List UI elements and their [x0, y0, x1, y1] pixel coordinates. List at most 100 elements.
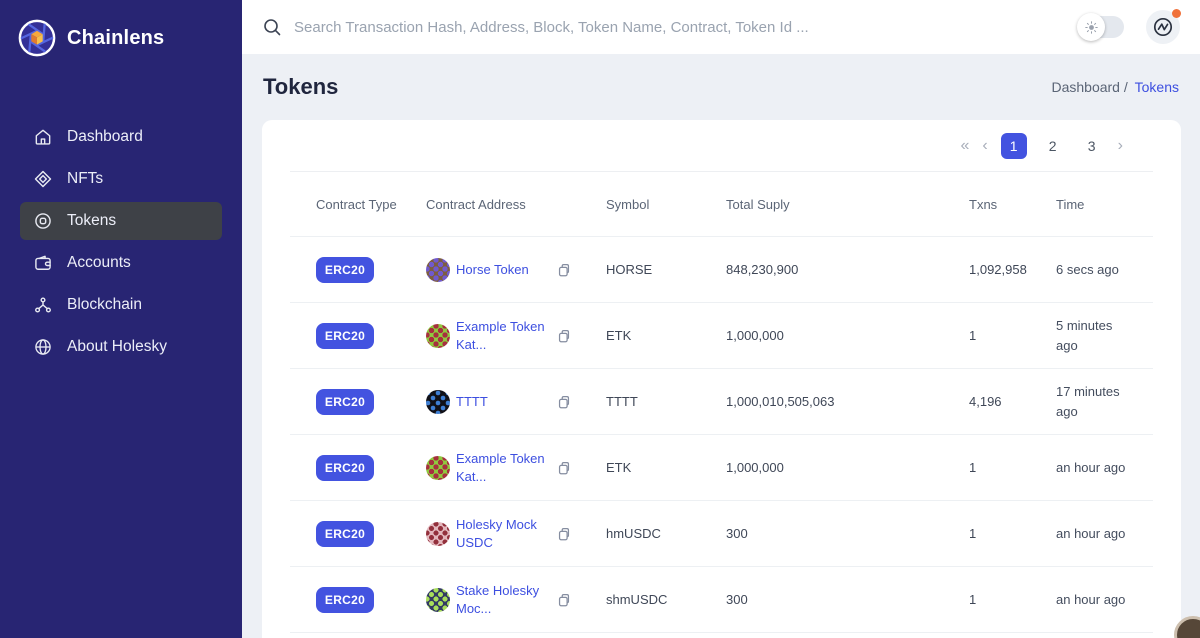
- token-avatar: [426, 587, 450, 612]
- token-avatar: [426, 455, 450, 480]
- token-avatar: [426, 257, 450, 282]
- sidebar: Chainlens Dashboard NFTs: [0, 0, 242, 638]
- token-symbol: ETK: [606, 460, 632, 475]
- token-time: an hour ago: [1056, 525, 1126, 541]
- prev-page-button[interactable]: ‹: [982, 136, 988, 154]
- token-txns: 4,196: [969, 394, 1002, 409]
- network-logo-icon: [1153, 17, 1173, 37]
- token-supply: 300: [726, 592, 748, 607]
- token-name-link[interactable]: TTTT: [456, 393, 488, 409]
- token-name-link[interactable]: Stake Holesky Moc...: [456, 582, 540, 616]
- contract-type-badge: ERC20: [316, 256, 374, 283]
- token-name-link[interactable]: Example Token Kat...: [456, 450, 545, 484]
- sun-icon: [1084, 20, 1098, 34]
- contract-type-badge: ERC20: [316, 520, 374, 547]
- token-supply: 1,000,010,505,063: [726, 394, 835, 409]
- token-time: 6 secs ago: [1056, 261, 1119, 277]
- table-row: ERC20 Stake Holesky Moc... shmUSDC 300 1…: [290, 567, 1153, 633]
- first-page-button[interactable]: «: [960, 136, 970, 154]
- token-avatar: [426, 323, 450, 348]
- token-txns: 1,092,958: [969, 262, 1027, 277]
- col-contract-address: Contract Address: [426, 196, 526, 212]
- sidebar-item-label: About Holesky: [67, 338, 167, 355]
- token-supply: 1,000,000: [726, 328, 784, 343]
- chainlens-logo-icon: [18, 19, 56, 57]
- token-symbol: ETK: [606, 328, 632, 343]
- sidebar-item-label: Blockchain: [67, 296, 142, 313]
- search-icon: [262, 17, 282, 37]
- copy-address-icon[interactable]: [556, 460, 572, 476]
- token-symbol: HORSE: [606, 262, 653, 277]
- notification-dot: [1172, 9, 1181, 18]
- network-menu-button[interactable]: [1146, 9, 1181, 44]
- copy-address-icon[interactable]: [556, 526, 572, 542]
- token-txns: 1: [969, 328, 977, 343]
- token-symbol: shmUSDC: [606, 592, 668, 607]
- sidebar-item-label: Tokens: [67, 212, 117, 229]
- breadcrumb-dashboard[interactable]: Dashboard: [1051, 79, 1120, 95]
- floating-widget-peek[interactable]: [1174, 616, 1200, 638]
- table-header-row: Contract Type Contract Address Symbol To…: [290, 172, 1153, 237]
- sidebar-item-label: Dashboard: [67, 128, 143, 145]
- table-row: ERC20 Example Token Kat... ETK 1,000,000…: [290, 303, 1153, 369]
- main-content: Tokens Dashboard / Tokens « ‹ 1 2 3 › Co…: [242, 0, 1200, 638]
- page-button-2[interactable]: 2: [1048, 137, 1057, 154]
- sidebar-item-nfts[interactable]: NFTs: [20, 160, 222, 198]
- token-supply: 1,000,000: [726, 460, 784, 475]
- page-button-1[interactable]: 1: [1000, 132, 1027, 159]
- breadcrumb-tokens[interactable]: Tokens: [1134, 79, 1179, 95]
- sidebar-item-blockchain[interactable]: Blockchain: [20, 286, 222, 324]
- sidebar-item-accounts[interactable]: Accounts: [20, 244, 222, 282]
- token-supply: 848,230,900: [726, 262, 799, 277]
- col-symbol: Symbol: [606, 196, 650, 212]
- contract-type-badge: ERC20: [316, 586, 374, 613]
- token-supply: 300: [726, 526, 748, 541]
- brand[interactable]: Chainlens: [0, 0, 242, 62]
- contract-type-badge: ERC20: [316, 388, 374, 415]
- token-avatar: [426, 521, 450, 546]
- sidebar-item-label: NFTs: [67, 170, 104, 187]
- table-row: ERC20 TTTT TTTT 1,000,010,505,063 4,196 …: [290, 369, 1153, 435]
- copy-address-icon[interactable]: [556, 328, 572, 344]
- copy-address-icon[interactable]: [556, 262, 572, 278]
- table-row: ERC20 Holesky Mock USDC hmUSDC 300 1 an …: [290, 501, 1153, 567]
- sidebar-nav: Dashboard NFTs Tokens: [0, 118, 242, 366]
- token-name-link[interactable]: Horse Token: [456, 261, 529, 277]
- table-row: ERC20 Horse Token HORSE 848,230,900 1,09…: [290, 237, 1153, 303]
- sidebar-item-tokens[interactable]: Tokens: [20, 202, 222, 240]
- col-time: Time: [1056, 196, 1085, 212]
- token-txns: 1: [969, 460, 977, 475]
- search-input[interactable]: [294, 18, 1066, 36]
- page-title: Tokens: [263, 74, 339, 99]
- dark-mode-toggle[interactable]: [1077, 13, 1124, 41]
- breadcrumb-separator: /: [1119, 79, 1132, 95]
- token-txns: 1: [969, 526, 977, 541]
- token-name-link[interactable]: Example Token Kat...: [456, 318, 545, 352]
- token-txns: 1: [969, 592, 977, 607]
- table-row: ERC20 Example Token Kat... ETK 1,000,000…: [290, 435, 1153, 501]
- token-time: 17 minutes ago: [1056, 384, 1120, 419]
- next-page-button[interactable]: ›: [1117, 136, 1123, 154]
- wallet-icon: [33, 253, 53, 273]
- token-time: an hour ago: [1056, 591, 1126, 607]
- token-time: 5 minutes ago: [1056, 318, 1113, 353]
- token-symbol: TTTT: [606, 394, 638, 409]
- copy-address-icon[interactable]: [556, 592, 572, 608]
- tokens-card: « ‹ 1 2 3 › Contract Type Contract Addre…: [262, 120, 1181, 638]
- toggle-knob: [1077, 13, 1105, 41]
- brand-name: Chainlens: [67, 26, 165, 49]
- breadcrumb: Dashboard / Tokens: [1051, 79, 1179, 95]
- sidebar-item-dashboard[interactable]: Dashboard: [20, 118, 222, 156]
- contract-type-badge: ERC20: [316, 454, 374, 481]
- token-symbol: hmUSDC: [606, 526, 661, 541]
- nft-diamond-icon: [33, 169, 53, 189]
- sidebar-item-about-holesky[interactable]: About Holesky: [20, 328, 222, 366]
- token-name-link[interactable]: Holesky Mock USDC: [456, 516, 537, 550]
- copy-address-icon[interactable]: [556, 394, 572, 410]
- col-txns: Txns: [969, 196, 998, 212]
- col-contract-type: Contract Type: [316, 196, 397, 212]
- token-time: an hour ago: [1056, 459, 1126, 475]
- page-button-3[interactable]: 3: [1087, 137, 1096, 154]
- blockchain-nodes-icon: [33, 295, 53, 315]
- token-icon: [33, 211, 53, 231]
